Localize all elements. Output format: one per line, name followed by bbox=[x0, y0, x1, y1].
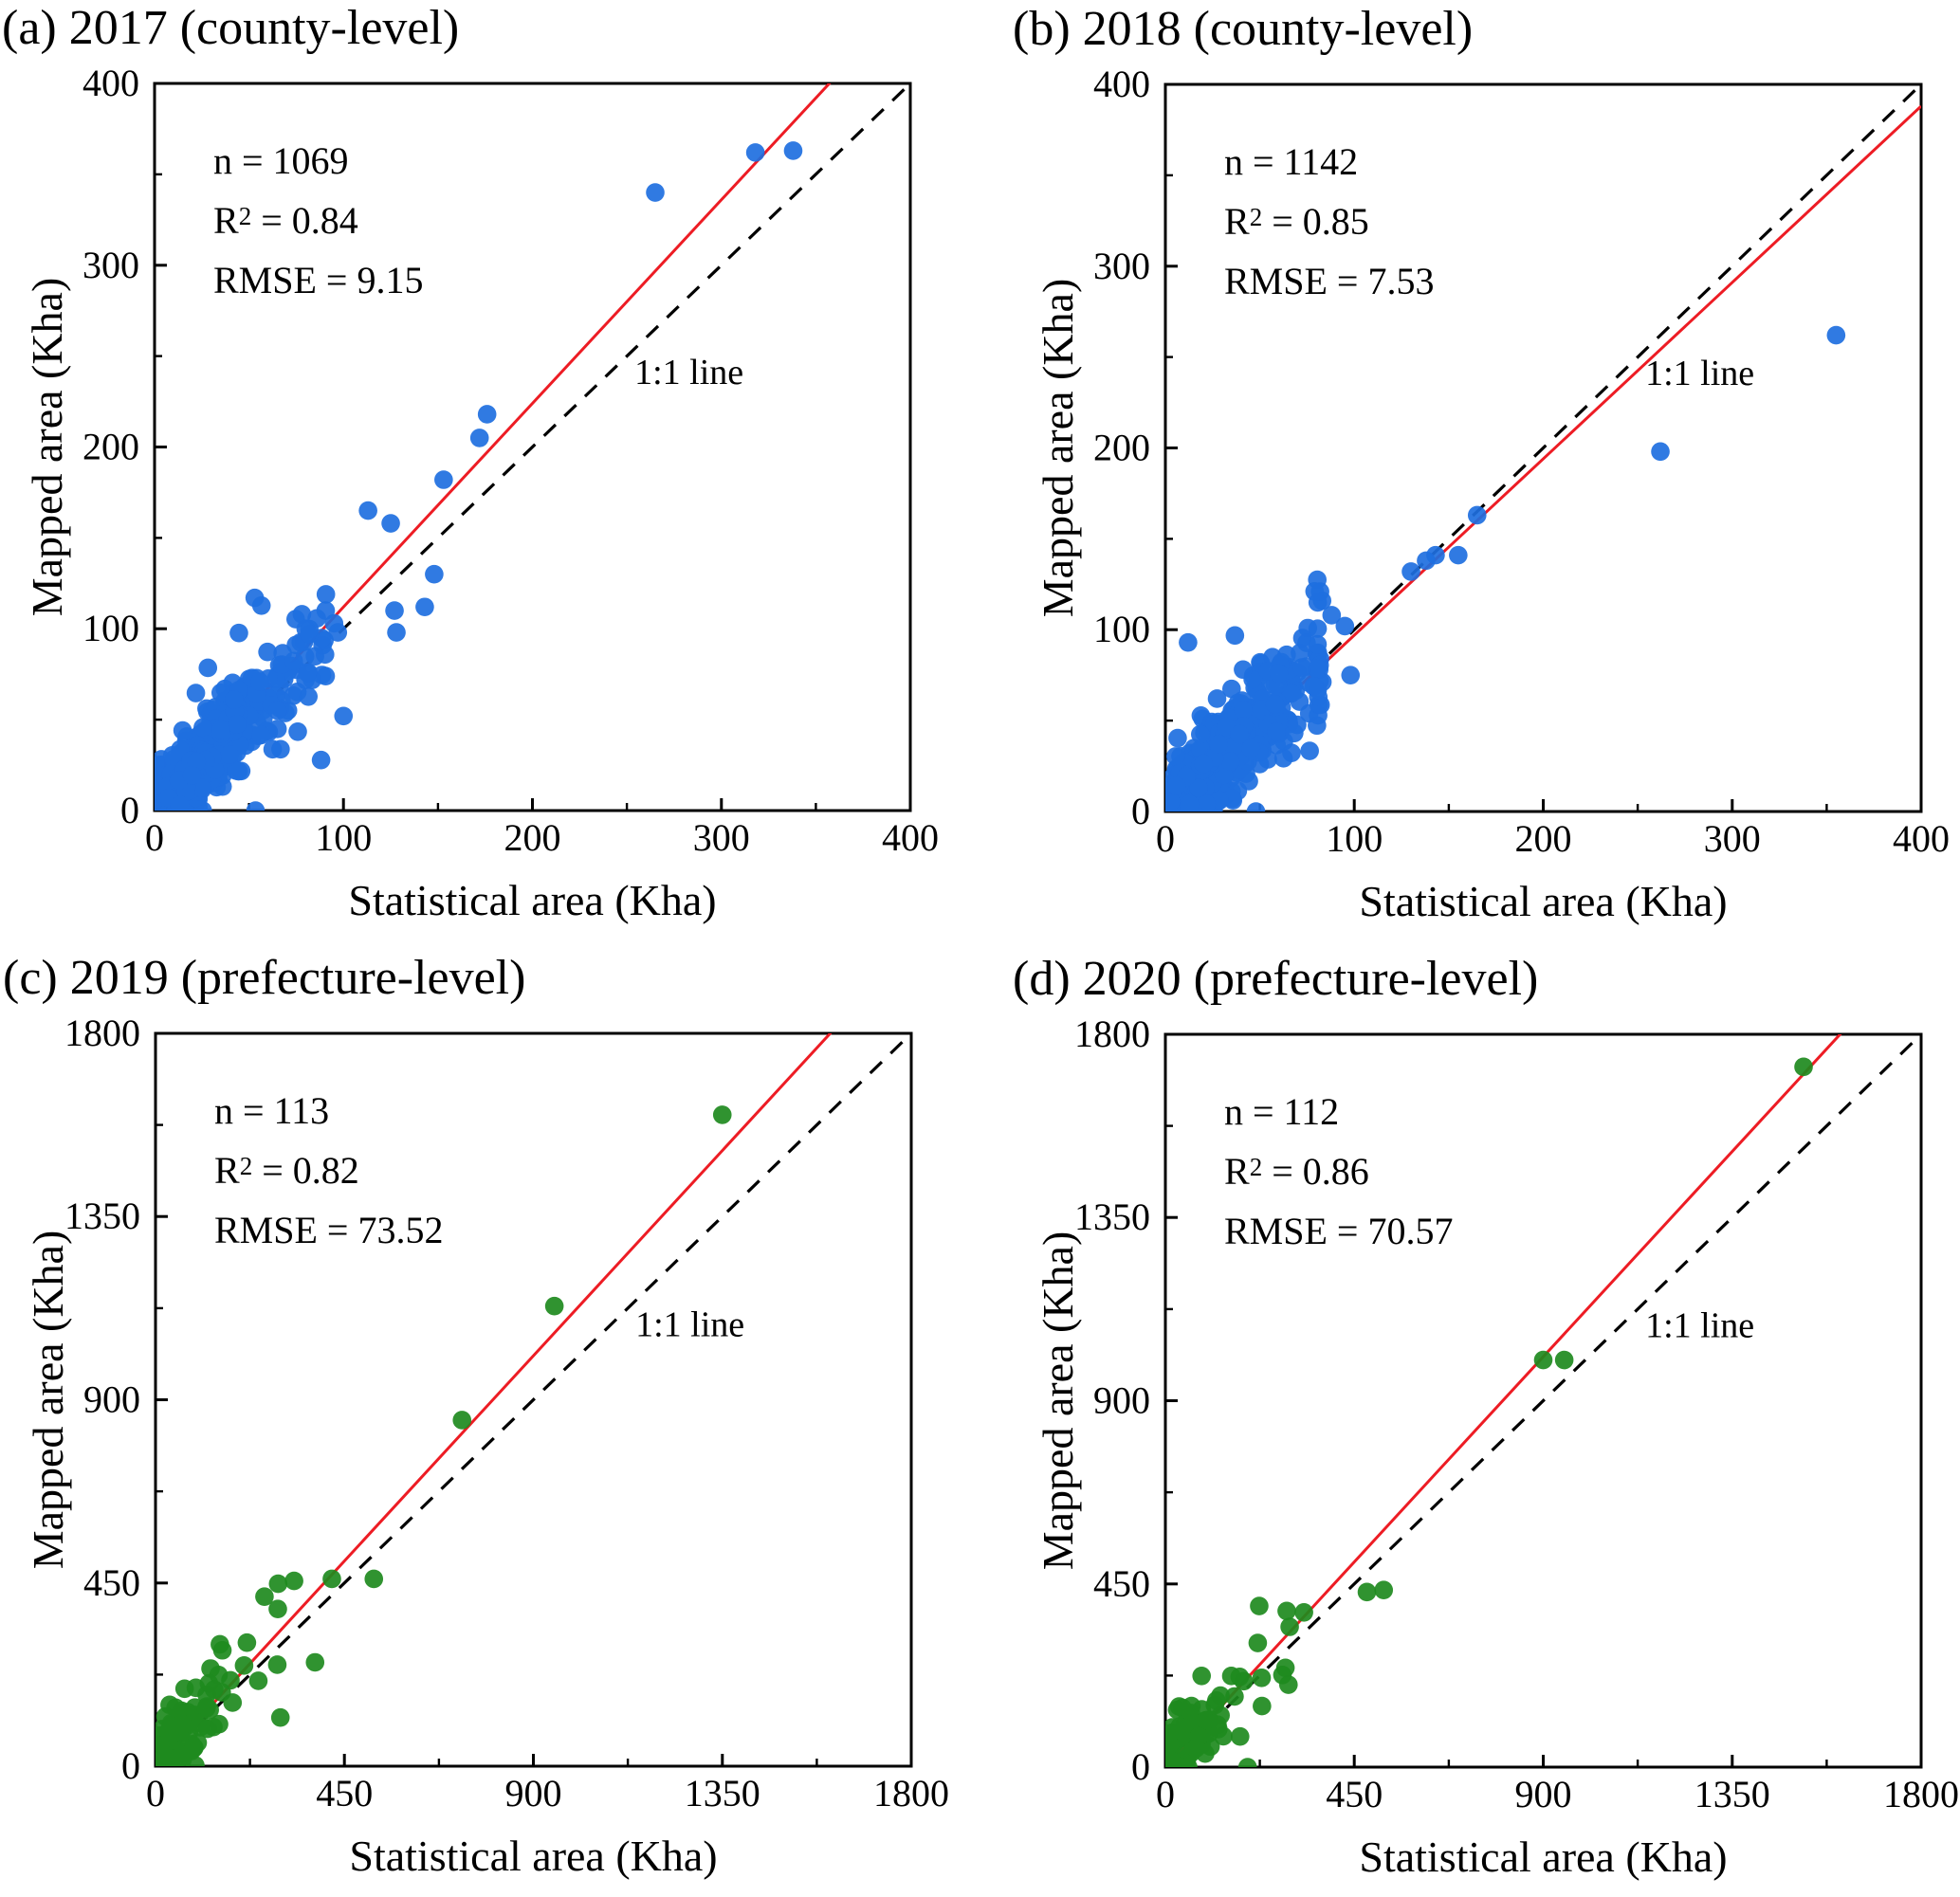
svg-text:1:1 line: 1:1 line bbox=[1645, 354, 1754, 393]
svg-text:RMSE = 73.52: RMSE = 73.52 bbox=[214, 1209, 443, 1251]
svg-text:1:1 line: 1:1 line bbox=[634, 353, 743, 392]
svg-text:Mapped area (Kha): Mapped area (Kha) bbox=[24, 1231, 72, 1570]
svg-text:400: 400 bbox=[882, 816, 939, 859]
svg-text:300: 300 bbox=[1704, 817, 1761, 860]
svg-text:900: 900 bbox=[83, 1378, 140, 1421]
svg-text:400: 400 bbox=[1893, 817, 1950, 860]
svg-text:R2 = 0.82: R2 = 0.82 bbox=[214, 1149, 359, 1192]
svg-text:450: 450 bbox=[1093, 1562, 1150, 1605]
svg-text:200: 200 bbox=[504, 816, 561, 859]
svg-text:200: 200 bbox=[1515, 817, 1572, 860]
svg-text:(c) 2019 (prefecture-level): (c) 2019 (prefecture-level) bbox=[3, 951, 525, 1005]
svg-text:Mapped area (Kha): Mapped area (Kha) bbox=[1034, 1231, 1082, 1571]
svg-text:n = 112: n = 112 bbox=[1224, 1090, 1339, 1133]
svg-text:200: 200 bbox=[82, 426, 139, 468]
svg-text:1800: 1800 bbox=[1883, 1773, 1959, 1815]
svg-text:450: 450 bbox=[1326, 1773, 1383, 1815]
svg-text:0: 0 bbox=[1131, 790, 1150, 832]
svg-text:1800: 1800 bbox=[64, 1012, 140, 1054]
svg-text:1350: 1350 bbox=[1074, 1195, 1150, 1238]
svg-text:(a) 2017 (county-level): (a) 2017 (county-level) bbox=[2, 1, 459, 55]
svg-text:450: 450 bbox=[83, 1561, 140, 1604]
svg-text:n = 113: n = 113 bbox=[214, 1089, 329, 1132]
svg-text:300: 300 bbox=[82, 244, 139, 286]
svg-text:1350: 1350 bbox=[685, 1772, 760, 1815]
svg-text:Mapped area (Kha): Mapped area (Kha) bbox=[23, 278, 71, 617]
svg-text:(b) 2018 (county-level): (b) 2018 (county-level) bbox=[1013, 2, 1473, 56]
svg-text:900: 900 bbox=[1515, 1773, 1572, 1815]
svg-text:n = 1069: n = 1069 bbox=[213, 139, 349, 182]
svg-text:300: 300 bbox=[693, 816, 750, 859]
svg-text:0: 0 bbox=[1131, 1745, 1150, 1788]
svg-text:1800: 1800 bbox=[873, 1772, 949, 1815]
svg-text:450: 450 bbox=[316, 1772, 373, 1815]
svg-text:200: 200 bbox=[1093, 427, 1150, 469]
svg-text:Statistical area (Kha): Statistical area (Kha) bbox=[349, 1832, 717, 1880]
svg-text:RMSE = 70.57: RMSE = 70.57 bbox=[1224, 1210, 1453, 1252]
svg-text:1:1 line: 1:1 line bbox=[1645, 1305, 1754, 1345]
svg-text:100: 100 bbox=[315, 816, 372, 859]
svg-text:1800: 1800 bbox=[1074, 1012, 1150, 1055]
svg-text:Statistical area (Kha): Statistical area (Kha) bbox=[348, 876, 716, 924]
svg-text:(d) 2020 (prefecture-level): (d) 2020 (prefecture-level) bbox=[1013, 952, 1538, 1006]
svg-text:0: 0 bbox=[120, 789, 139, 831]
svg-text:RMSE = 9.15: RMSE = 9.15 bbox=[213, 259, 423, 301]
svg-text:R2 = 0.84: R2 = 0.84 bbox=[213, 199, 358, 242]
svg-text:Statistical area (Kha): Statistical area (Kha) bbox=[1359, 1833, 1727, 1881]
svg-text:Statistical area (Kha): Statistical area (Kha) bbox=[1359, 877, 1727, 925]
svg-text:400: 400 bbox=[82, 62, 139, 104]
svg-text:400: 400 bbox=[1093, 63, 1150, 105]
svg-text:100: 100 bbox=[1093, 608, 1150, 650]
svg-text:1350: 1350 bbox=[64, 1195, 140, 1237]
svg-text:1:1 line: 1:1 line bbox=[635, 1304, 744, 1344]
svg-text:300: 300 bbox=[1093, 245, 1150, 287]
svg-text:0: 0 bbox=[145, 816, 164, 859]
svg-text:Mapped area (Kha): Mapped area (Kha) bbox=[1034, 279, 1082, 618]
svg-text:RMSE = 7.53: RMSE = 7.53 bbox=[1224, 260, 1434, 302]
svg-text:1350: 1350 bbox=[1694, 1773, 1770, 1815]
svg-text:0: 0 bbox=[146, 1772, 165, 1815]
svg-text:900: 900 bbox=[1093, 1379, 1150, 1422]
svg-text:100: 100 bbox=[82, 607, 139, 649]
svg-text:R2 = 0.86: R2 = 0.86 bbox=[1224, 1150, 1369, 1193]
svg-text:100: 100 bbox=[1326, 817, 1383, 860]
svg-text:0: 0 bbox=[1156, 817, 1175, 860]
svg-text:R2 = 0.85: R2 = 0.85 bbox=[1224, 200, 1369, 243]
svg-text:n = 1142: n = 1142 bbox=[1224, 140, 1358, 183]
svg-text:0: 0 bbox=[121, 1744, 140, 1787]
svg-text:900: 900 bbox=[505, 1772, 562, 1815]
svg-text:0: 0 bbox=[1156, 1773, 1175, 1815]
